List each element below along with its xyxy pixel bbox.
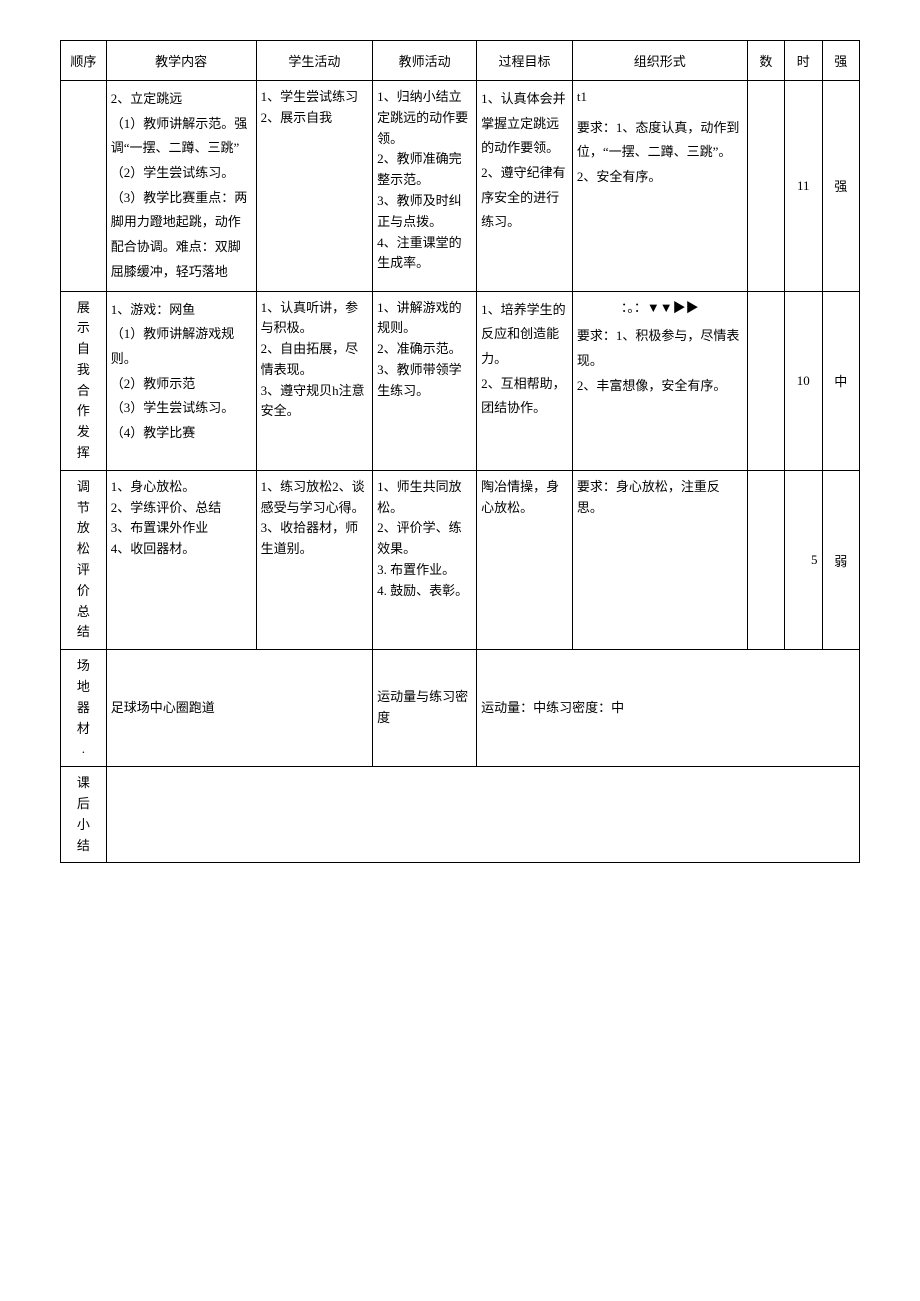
- table-row: 2、立定跳远（1）教师讲解示范。强调“一摆、二蹲、三跳”（2）学生尝试练习。（3…: [61, 81, 860, 292]
- header-seq: 顺序: [61, 41, 107, 81]
- venue-label: 场地器材.: [61, 650, 107, 767]
- lesson-plan-table: 顺序 教学内容 学生活动 教师活动 过程目标 组织形式 数 时 强 2、立定跳远…: [60, 40, 860, 863]
- summary-label: 课后小结: [61, 767, 107, 863]
- summary-value: [106, 767, 859, 863]
- table-row: 展示自我合作发挥 1、游戏：网鱼（1）教师讲解游戏规则。（2）教师示范（3）学生…: [61, 291, 860, 470]
- header-org: 组织形式: [572, 41, 747, 81]
- cell-org: t1 要求：1、态度认真，动作到位，“一摆、二蹲、三跳”。2、安全有序。: [572, 81, 747, 292]
- density-label: 运动量与练习密度: [373, 650, 477, 767]
- header-content: 教学内容: [106, 41, 256, 81]
- cell-org: 要求：身心放松，注重反思。: [572, 470, 747, 649]
- cell-seq: [61, 81, 107, 292]
- cell-teacher: 1、师生共同放松。2、评价学、练效果。3. 布置作业。4. 鼓励、表彰。: [373, 470, 477, 649]
- org-req: 要求：1、态度认真，动作到位，“一摆、二蹲、三跳”。2、安全有序。: [577, 116, 743, 190]
- org-marker: ：。：▼▼▶▶: [577, 298, 743, 319]
- cell-int: 中: [822, 291, 859, 470]
- cell-goal: 陶冶情操，身心放松。: [477, 470, 573, 649]
- density-value: 运动量：中练习密度：中: [477, 650, 860, 767]
- cell-time: 11: [785, 81, 822, 292]
- cell-content: 1、身心放松。2、学练评价、总结3、布置课外作业4、收回器材。: [106, 470, 256, 649]
- venue-value: 足球场中心圈跑道: [106, 650, 372, 767]
- cell-time: 10: [785, 291, 822, 470]
- cell-teacher: 1、归纳小结立定跳远的动作要领。2、教师准确完整示范。3、教师及时纠正与点拨。4…: [373, 81, 477, 292]
- cell-content: 2、立定跳远（1）教师讲解示范。强调“一摆、二蹲、三跳”（2）学生尝试练习。（3…: [106, 81, 256, 292]
- cell-goal: 1、认真体会并掌握立定跳远的动作要领。2、遵守纪律有序安全的进行练习。: [477, 81, 573, 292]
- cell-int: 弱: [822, 470, 859, 649]
- header-goal: 过程目标: [477, 41, 573, 81]
- cell-student: 1、认真听讲，参与积极。2、自由拓展，尽情表现。3、遵守规贝h注意安全。: [256, 291, 373, 470]
- header-int: 强: [822, 41, 859, 81]
- cell-org: ：。：▼▼▶▶ 要求：1、积极参与，尽情表现。2、丰富想像，安全有序。: [572, 291, 747, 470]
- cell-student: 1、练习放松2、谈感受与学习心得。3、收拾器材，师生道别。: [256, 470, 373, 649]
- cell-content: 1、游戏：网鱼（1）教师讲解游戏规则。（2）教师示范（3）学生尝试练习。（4）教…: [106, 291, 256, 470]
- header-student: 学生活动: [256, 41, 373, 81]
- org-req: 要求：1、积极参与，尽情表现。2、丰富想像，安全有序。: [577, 324, 743, 398]
- cell-seq: 调节放松评价总结: [61, 470, 107, 649]
- header-teacher: 教师活动: [373, 41, 477, 81]
- cell-num: [747, 81, 784, 292]
- cell-seq: 展示自我合作发挥: [61, 291, 107, 470]
- cell-int: 强: [822, 81, 859, 292]
- cell-teacher: 1、讲解游戏的规则。2、准确示范。3、教师带领学生练习。: [373, 291, 477, 470]
- table-row-summary: 课后小结: [61, 767, 860, 863]
- table-row: 调节放松评价总结 1、身心放松。2、学练评价、总结3、布置课外作业4、收回器材。…: [61, 470, 860, 649]
- org-marker: t1: [577, 87, 743, 108]
- table-header-row: 顺序 教学内容 学生活动 教师活动 过程目标 组织形式 数 时 强: [61, 41, 860, 81]
- cell-goal: 1、培养学生的反应和创造能力。2、互相帮助，团结协作。: [477, 291, 573, 470]
- cell-student: 1、学生尝试练习2、展示自我: [256, 81, 373, 292]
- header-time: 时: [785, 41, 822, 81]
- table-row-venue: 场地器材. 足球场中心圈跑道 运动量与练习密度 运动量：中练习密度：中: [61, 650, 860, 767]
- cell-num: [747, 470, 784, 649]
- cell-time: 5: [785, 470, 822, 649]
- header-num: 数: [747, 41, 784, 81]
- cell-num: [747, 291, 784, 470]
